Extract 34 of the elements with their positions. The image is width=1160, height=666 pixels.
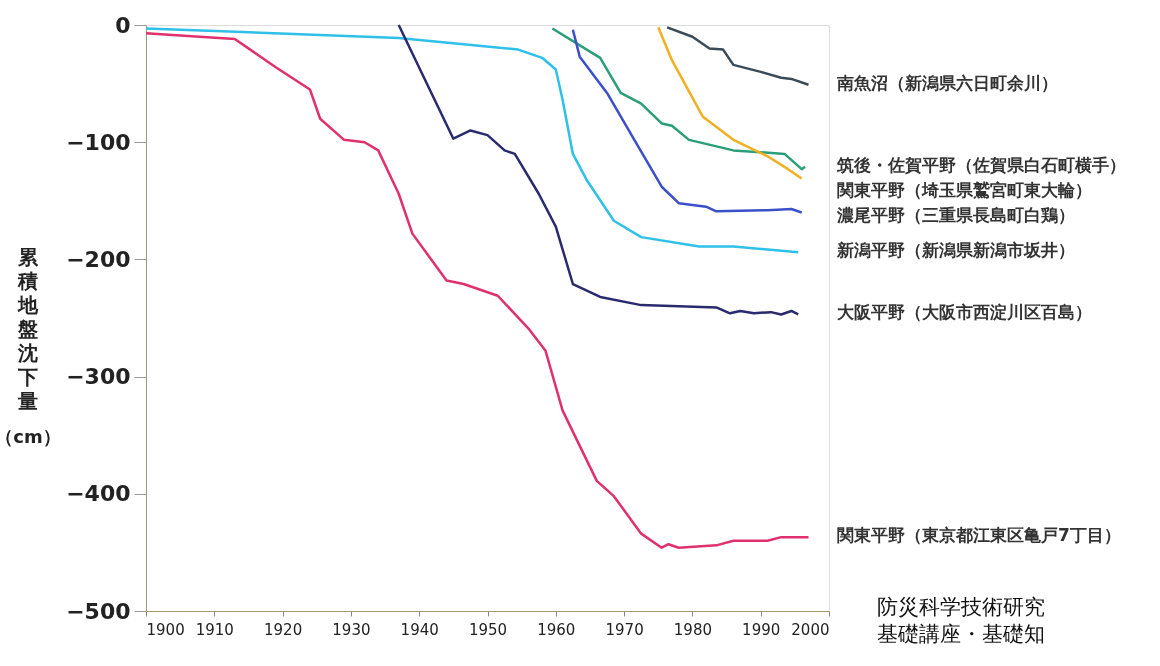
x-tick-label: 1930 xyxy=(332,620,371,639)
text: 関東平野（埼玉県鷲宮町東大輪） xyxy=(837,179,1092,200)
text: 新潟平野（新潟県新潟市坂井） xyxy=(836,240,1075,261)
y-tick-label: −400 xyxy=(66,481,131,507)
line-series xyxy=(665,26,810,87)
series-label: 南魚沼（新潟県六日町余川） xyxy=(836,72,1058,93)
y-tick-label: 0 xyxy=(115,12,131,38)
x-tick-label: 2000 xyxy=(791,620,830,639)
x-tick-label: 1970 xyxy=(605,620,644,639)
line-series xyxy=(144,31,810,549)
line-series xyxy=(657,26,803,180)
series-label: 関東平野（東京都江東区亀戸7丁目） xyxy=(837,525,1121,546)
line-series xyxy=(551,27,807,171)
y-tick-label: −500 xyxy=(66,598,131,624)
x-tick-label: 1950 xyxy=(468,620,508,639)
x-tick-label: 1910 xyxy=(195,620,234,639)
line-series xyxy=(397,23,800,316)
text: 濃尾平野（三重県長島町白鶏） xyxy=(836,204,1075,225)
text: 大阪平野（大阪市西淀川区百島） xyxy=(837,302,1092,323)
series-label: 筑後・佐賀平野（佐賀県白石町横手） xyxy=(836,154,1126,175)
text: 基礎講座・基礎知 xyxy=(877,622,1045,646)
y-tick-label: −300 xyxy=(66,364,131,390)
x-tick-label: 1900 xyxy=(146,620,185,639)
y-tick-label: −100 xyxy=(66,129,131,155)
x-tick-label: 1980 xyxy=(673,620,712,639)
line-series xyxy=(571,28,803,214)
x-tick-label: 1940 xyxy=(400,620,439,639)
x-tick-label: 1990 xyxy=(742,620,781,639)
x-tick-label: 1960 xyxy=(537,620,576,639)
text: 防災科学技術研究 xyxy=(877,595,1045,619)
x-tick-label: 1920 xyxy=(264,620,303,639)
y-axis-title: 累積地盤沈下量（cm） xyxy=(0,245,61,447)
line-series xyxy=(144,27,800,254)
y-tick-label: −200 xyxy=(66,246,131,272)
